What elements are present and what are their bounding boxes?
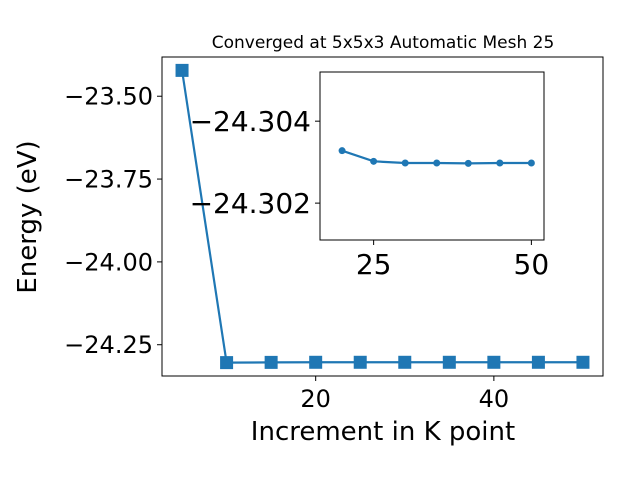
x-axis-label: Increment in K point xyxy=(251,417,515,447)
inset-data-point xyxy=(496,159,504,167)
main-data-point xyxy=(353,355,367,369)
inset-data-point xyxy=(338,147,346,155)
main-x-tick-label: 40 xyxy=(479,385,510,413)
inset-y-tick-label: −24.304 xyxy=(190,105,311,138)
inset-data-point xyxy=(527,159,535,167)
inset-y-tick-label: −24.302 xyxy=(190,187,311,220)
main-series-line xyxy=(180,70,583,364)
inset-data-point xyxy=(370,157,378,165)
main-data-point xyxy=(531,355,545,369)
main-data-point xyxy=(175,63,189,77)
main-data-point xyxy=(264,355,278,369)
main-data-point xyxy=(576,355,590,369)
inset-data-point xyxy=(464,159,472,167)
main-data-point xyxy=(487,355,501,369)
inset-x-tick-label: 50 xyxy=(514,248,550,281)
inset-plot-area: 25 50 −24.304 −24.302 xyxy=(190,71,550,281)
main-data-point xyxy=(398,355,412,369)
inset-data-point xyxy=(433,159,441,167)
main-data-point xyxy=(220,356,234,370)
chart-title: Converged at 5x5x3 Automatic Mesh 25 xyxy=(212,33,555,53)
inset-frame xyxy=(319,71,545,241)
y-axis-label: Energy (eV) xyxy=(13,140,43,293)
main-y-tick-label: −23.75 xyxy=(64,165,153,193)
inset-x-tick-label: 25 xyxy=(356,248,392,281)
main-y-tick-label: −24.25 xyxy=(64,331,153,359)
main-x-tick-label: 20 xyxy=(300,385,331,413)
main-data-point xyxy=(309,355,323,369)
main-y-tick-label: −24.00 xyxy=(64,248,153,276)
main-y-tick-label: −23.50 xyxy=(64,83,153,111)
inset-data-point xyxy=(401,159,409,167)
main-data-point xyxy=(442,355,456,369)
